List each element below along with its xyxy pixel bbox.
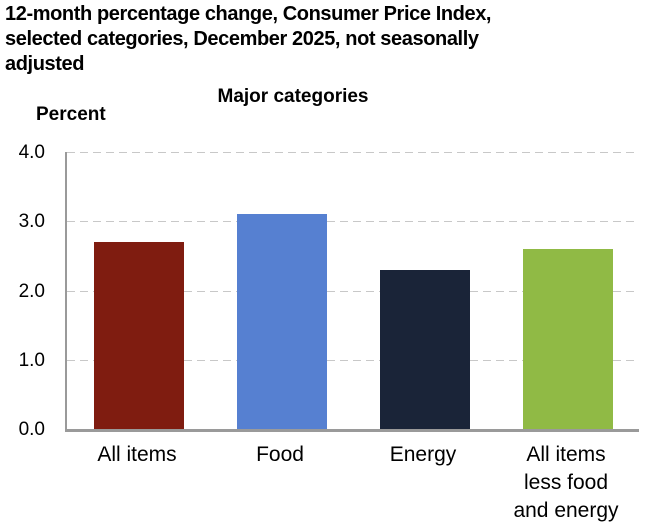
- x-axis-label-food: Food: [256, 443, 304, 466]
- gridline-1.0: [67, 360, 639, 361]
- y-tick-label-2.0: 2.0: [18, 281, 45, 302]
- bar-all-items[interactable]: [94, 242, 184, 429]
- y-tick-label-3.0: 3.0: [18, 211, 45, 232]
- chart-title: 12-month percentage change, Consumer Pri…: [5, 2, 635, 77]
- y-tick-label-4.0: 4.0: [18, 142, 45, 163]
- gridline-4.0: [67, 152, 639, 153]
- bar-food[interactable]: [237, 214, 327, 429]
- x-axis-label-all-items: All items: [97, 443, 177, 466]
- x-axis-label-all-items-less-food-and-energy: All items less food and energy: [513, 443, 619, 522]
- chart-title-line-1: 12-month percentage change, Consumer Pri…: [5, 3, 492, 25]
- y-tick-label-1.0: 1.0: [18, 350, 45, 371]
- chart-title-line-3: adjusted: [5, 53, 85, 75]
- bar-energy[interactable]: [380, 270, 470, 429]
- y-axis-unit-label: Percent: [36, 104, 106, 125]
- bar-all-items-less-food-and-energy[interactable]: [523, 249, 613, 429]
- gridline-3.0: [67, 221, 639, 222]
- chart-title-line-2: selected categories, December 2025, not …: [5, 28, 479, 50]
- plot-area: [65, 152, 639, 432]
- y-tick-label-0.0: 0.0: [18, 419, 45, 440]
- chart-subtitle: Major categories: [217, 86, 369, 107]
- x-axis-label-energy: Energy: [389, 443, 457, 466]
- gridline-2.0: [67, 291, 639, 292]
